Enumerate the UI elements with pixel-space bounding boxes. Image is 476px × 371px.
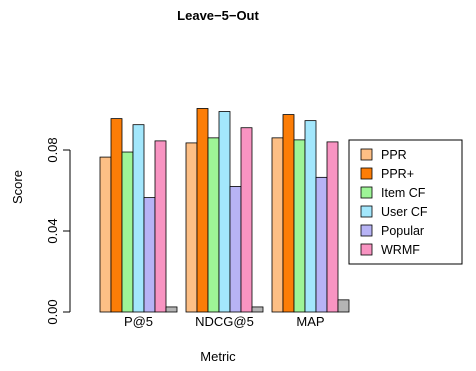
bar-popular-map	[315, 176, 328, 313]
bar-ppr--map	[282, 114, 295, 313]
legend-label: PPR	[381, 148, 407, 162]
bar-item-cf-map	[293, 139, 306, 313]
bar-ppr-map	[271, 137, 284, 313]
bar-unlabeled-p-5	[165, 306, 178, 313]
legend-swatch	[360, 186, 373, 199]
legend-swatch	[360, 167, 373, 180]
legend-swatch	[360, 243, 373, 256]
chart-title: Leave−5−Out	[177, 8, 259, 23]
y-axis: 0.00 0.04 0.08	[45, 137, 71, 325]
legend-swatch	[360, 205, 373, 218]
legend-label: PPR+	[381, 167, 414, 181]
x-tick-label: P@5	[124, 314, 153, 329]
bar-wrmf-p-5	[154, 140, 167, 313]
bars	[99, 108, 350, 313]
bar-user-cf-p-5	[132, 124, 145, 313]
bar-ppr--p-5	[110, 118, 123, 313]
y-tick-label: 0.00	[45, 299, 60, 324]
bar-ppr--ndcg-5	[196, 108, 209, 313]
legend-label: User CF	[381, 205, 428, 219]
bar-ppr-p-5	[99, 156, 112, 313]
legend: PPR PPR+ Item CF User CF Popular WRMF	[348, 139, 463, 265]
y-tick-label: 0.08	[45, 137, 60, 162]
y-axis-label: Score	[10, 170, 25, 204]
x-axis-label: Metric	[200, 349, 236, 364]
bar-item-cf-p-5	[121, 151, 134, 313]
legend-label: Item CF	[381, 186, 426, 200]
x-tick-labels: P@5 NDCG@5 MAP	[124, 314, 325, 329]
bar-wrmf-ndcg-5	[240, 127, 253, 313]
legend-swatch	[360, 224, 373, 237]
x-tick-label: MAP	[296, 314, 324, 329]
bar-user-cf-map	[304, 120, 317, 313]
y-tick-label: 0.04	[45, 218, 60, 243]
legend-label: Popular	[381, 224, 424, 238]
bar-popular-ndcg-5	[229, 186, 242, 313]
bar-ppr-ndcg-5	[185, 142, 198, 313]
bar-unlabeled-map	[337, 299, 350, 313]
bar-unlabeled-ndcg-5	[251, 306, 264, 313]
legend-label: WRMF	[381, 243, 420, 257]
x-tick-label: NDCG@5	[195, 314, 254, 329]
legend-swatch	[360, 148, 373, 161]
bar-item-cf-ndcg-5	[207, 137, 220, 313]
legend-box	[348, 139, 463, 265]
bar-popular-p-5	[143, 197, 156, 313]
bar-wrmf-map	[326, 141, 339, 313]
bar-user-cf-ndcg-5	[218, 111, 231, 313]
